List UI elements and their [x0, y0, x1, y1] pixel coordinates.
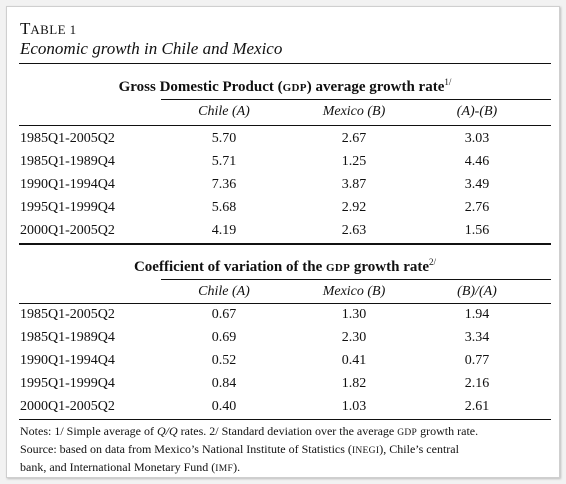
table-title: Economic growth in Chile and Mexico	[20, 39, 283, 58]
table-cell: 0.67	[211, 307, 237, 322]
table-cell: 2.67	[341, 131, 367, 146]
top-rule	[19, 63, 551, 64]
footnote-ref-1: 1/	[444, 77, 452, 87]
table-cell: 1.25	[341, 154, 367, 169]
row-label: 1985Q1-2005Q2	[20, 307, 115, 322]
row-label: 1995Q1-1999Q4	[20, 200, 115, 215]
table-cell: 2.92	[341, 200, 367, 215]
gdp-abbr: GDP	[282, 82, 307, 94]
row-label: 2000Q1-2005Q2	[20, 223, 115, 238]
table-card: TABLE 1 Economic growth in Chile and Mex…	[6, 6, 560, 478]
section1-title: Gross Domestic Product (GDP) average gro…	[118, 77, 452, 95]
row-label: 1990Q1-1994Q4	[20, 353, 115, 368]
table-cell: 0.41	[341, 353, 367, 368]
table-notes: Notes: 1/ Simple average of Q/Q rates. 2…	[20, 423, 550, 477]
section1-bottom-rule	[19, 243, 551, 245]
table-cell: 5.68	[211, 200, 237, 215]
table-cell: 2.16	[464, 376, 490, 391]
notes-line-1: Notes: 1/ Simple average of Q/Q rates. 2…	[20, 424, 479, 438]
column-header: (A)-(B)	[456, 104, 498, 119]
table-cell: 1.03	[341, 399, 367, 414]
column-header: Chile (A)	[198, 284, 250, 299]
table-label-rest: ABLE 1	[30, 22, 77, 37]
row-label: 1985Q1-2005Q2	[20, 131, 115, 146]
table-label-initial: T	[20, 19, 31, 38]
section1-header-rule	[161, 99, 551, 100]
table-cell: 4.19	[211, 223, 237, 238]
table-cell: 2.61	[464, 399, 490, 414]
table-cell: 1.82	[341, 376, 367, 391]
table-cell: 2.30	[341, 330, 367, 345]
table-cell: 3.03	[464, 131, 490, 146]
table-label: TABLE 1	[20, 19, 76, 40]
table-cell: 3.34	[464, 330, 490, 345]
table-cell: 1.56	[464, 223, 490, 238]
section1-sub-rule	[19, 125, 551, 126]
gdp-abbr: GDP	[326, 262, 351, 274]
table-cell: 0.84	[211, 376, 237, 391]
section2-sub-rule	[19, 303, 551, 304]
column-header: Mexico (B)	[322, 104, 386, 119]
notes-line-3: bank, and International Monetary Fund (I…	[20, 460, 241, 474]
column-header: Chile (A)	[198, 104, 250, 119]
table-cell: 4.46	[464, 154, 490, 169]
table-cell: 0.40	[211, 399, 237, 414]
row-label: 2000Q1-2005Q2	[20, 399, 115, 414]
footnote-ref-2: 2/	[429, 257, 437, 267]
notes-line-2: Source: based on data from Mexico’s Nati…	[20, 442, 459, 456]
table-cell: 5.71	[211, 154, 237, 169]
table-cell: 3.49	[464, 177, 490, 192]
row-label: 1985Q1-1989Q4	[20, 330, 115, 345]
row-label: 1995Q1-1999Q4	[20, 376, 115, 391]
table-cell: 5.70	[211, 131, 237, 146]
table-cell: 2.63	[341, 223, 367, 238]
column-header: (B)/(A)	[457, 284, 497, 299]
table-cell: 1.94	[464, 307, 490, 322]
section2-bottom-rule	[19, 419, 551, 420]
row-label: 1985Q1-1989Q4	[20, 154, 115, 169]
section2-title: Coefficient of variation of the GDP grow…	[133, 257, 437, 275]
section2-header-rule	[161, 279, 551, 280]
table-cell: 0.77	[464, 353, 490, 368]
column-header: Mexico (B)	[322, 284, 386, 299]
table-cell: 3.87	[341, 177, 367, 192]
table-cell: 1.30	[341, 307, 367, 322]
row-label: 1990Q1-1994Q4	[20, 177, 115, 192]
table-cell: 0.52	[211, 353, 237, 368]
table-cell: 2.76	[464, 200, 490, 215]
table-cell: 7.36	[211, 177, 237, 192]
table-cell: 0.69	[211, 330, 237, 345]
